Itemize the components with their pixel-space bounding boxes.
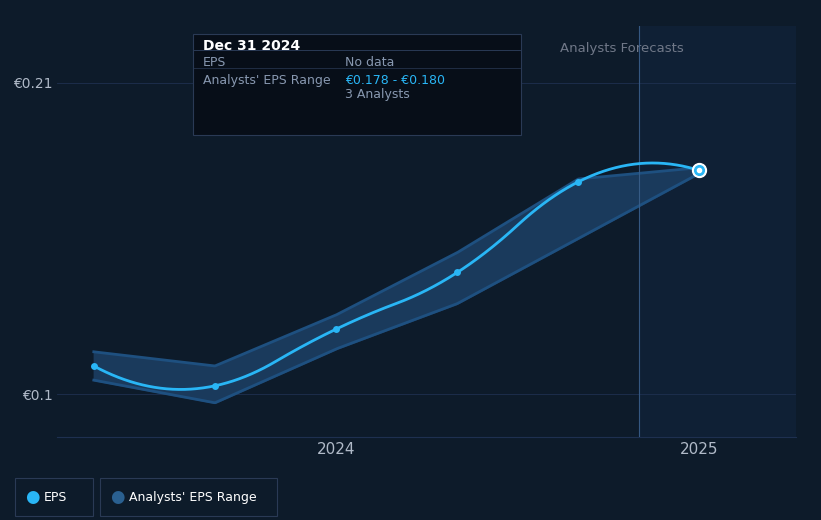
Text: ●: ● bbox=[25, 488, 39, 506]
Text: Analysts Forecasts: Analysts Forecasts bbox=[560, 43, 684, 56]
Text: Dec 31 2024: Dec 31 2024 bbox=[203, 39, 300, 53]
Text: Analysts' EPS Range: Analysts' EPS Range bbox=[129, 491, 256, 503]
Text: €0.178 - €0.180: €0.178 - €0.180 bbox=[345, 74, 445, 87]
Text: Analysts' EPS Range: Analysts' EPS Range bbox=[203, 74, 330, 87]
Text: ●: ● bbox=[110, 488, 125, 506]
Text: No data: No data bbox=[345, 56, 394, 69]
Text: EPS: EPS bbox=[203, 56, 226, 69]
Text: 3 Analysts: 3 Analysts bbox=[345, 88, 410, 101]
Text: EPS: EPS bbox=[44, 491, 67, 503]
Text: Actual: Actual bbox=[455, 43, 498, 56]
Bar bbox=[639, 26, 796, 437]
